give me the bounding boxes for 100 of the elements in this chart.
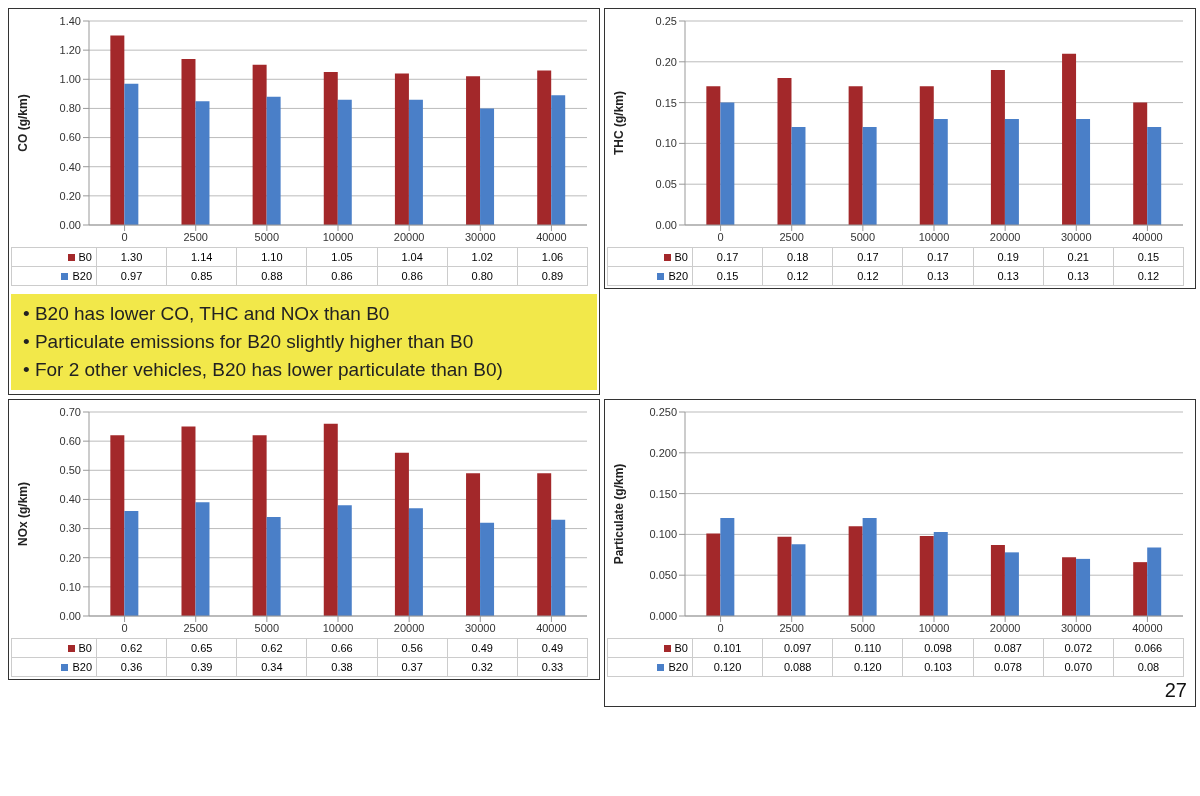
data-label: 0.97 [96,266,167,286]
data-label: 0.19 [973,247,1044,267]
bar [777,536,792,616]
bar [466,473,481,616]
y-tick-label: 0.20 [59,551,81,564]
bar [919,86,934,225]
x-tick-label: 2500 [183,621,208,634]
bar [1147,547,1162,616]
y-axis-title: CO (g/km) [16,94,31,152]
bar [466,76,481,225]
legend-label: B0 [607,247,693,267]
bar [791,127,806,225]
bar [337,99,352,225]
y-tick-label: 0.20 [59,189,81,202]
data-label: 0.13 [902,266,974,286]
bar [181,426,196,616]
data-label: 0.120 [692,657,763,677]
bar [1062,557,1077,616]
legend-label: B0 [11,638,97,658]
x-tick-label: 0 [121,230,128,243]
bar [1133,102,1148,225]
y-tick-label: 0.15 [655,96,677,109]
bar [1076,118,1091,225]
text: • Particulate emissions for B20 slightly higher than B0 [23,330,475,354]
data-label: 0.86 [377,266,448,286]
x-tick-label: 0 [717,230,724,243]
bar [551,95,566,225]
data-label: 1.02 [447,247,518,267]
bar [394,452,409,616]
bar [848,526,863,616]
x-tick-label: 30000 [464,621,496,634]
data-label: 0.098 [902,638,974,658]
bar [408,508,423,616]
bar [323,72,338,225]
y-tick-label: 0.60 [59,435,81,448]
data-label: 0.17 [832,247,903,267]
data-label: 0.86 [306,266,378,286]
data-label: 0.33 [517,657,588,677]
x-tick-label: 10000 [322,621,354,634]
data-label: 0.120 [832,657,903,677]
y-tick-label: 0.40 [59,493,81,506]
y-tick-label: 0.000 [649,609,677,622]
y-tick-label: 0.25 [655,14,677,27]
x-tick-label: 30000 [1060,230,1092,243]
bar [537,70,552,225]
bar [266,516,281,616]
bar [720,518,735,616]
data-label: 1.14 [166,247,237,267]
legend-label: B20 [11,266,97,286]
y-tick-label: 0.80 [59,102,81,115]
bar [394,73,409,225]
data-label: 0.13 [973,266,1044,286]
text: 27 [1164,679,1187,701]
data-label: 0.087 [973,638,1044,658]
data-label: 0.34 [236,657,307,677]
x-tick-label: 5000 [254,230,280,243]
bar [933,118,948,225]
data-label: 1.10 [236,247,307,267]
data-label: 1.30 [96,247,167,267]
y-tick-label: 0.250 [649,405,677,418]
x-tick-label: 0 [121,621,128,634]
data-label: 0.38 [306,657,378,677]
data-label: 0.49 [517,638,588,658]
y-tick-label: 0.100 [649,528,677,541]
y-tick-label: 0.150 [649,487,677,500]
data-label: 0.103 [902,657,974,677]
x-tick-label: 30000 [1060,621,1092,634]
bar [990,69,1005,225]
bar [480,108,495,225]
x-tick-label: 30000 [464,230,496,243]
x-tick-label: 5000 [850,230,876,243]
x-tick-label: 2500 [779,230,804,243]
y-tick-label: 0.30 [59,522,81,535]
legend-label: B20 [11,657,97,677]
y-tick-label: 0.50 [59,464,81,477]
data-label: 0.80 [447,266,518,286]
bar [252,64,267,225]
data-label: 0.21 [1043,247,1114,267]
bar [195,101,210,225]
bar [1147,127,1162,225]
data-label: 0.66 [306,638,378,658]
bar [933,531,948,616]
y-axis-title: Particulate (g/km) [612,463,627,565]
data-label: 0.18 [762,247,833,267]
y-tick-label: 0.00 [59,218,81,231]
data-label: 0.12 [762,266,833,286]
bar [706,86,721,225]
x-tick-label: 40000 [1132,621,1163,634]
bar [1062,53,1077,225]
bar [537,473,552,616]
data-label: 0.15 [692,266,763,286]
data-label: 0.85 [166,266,237,286]
x-tick-label: 2500 [183,230,208,243]
data-label: 0.39 [166,657,237,677]
bar [1076,558,1091,616]
legend-label: B20 [607,266,693,286]
x-tick-label: 10000 [918,621,950,634]
bar [181,58,196,225]
bar [266,96,281,225]
x-tick-label: 20000 [393,621,425,634]
